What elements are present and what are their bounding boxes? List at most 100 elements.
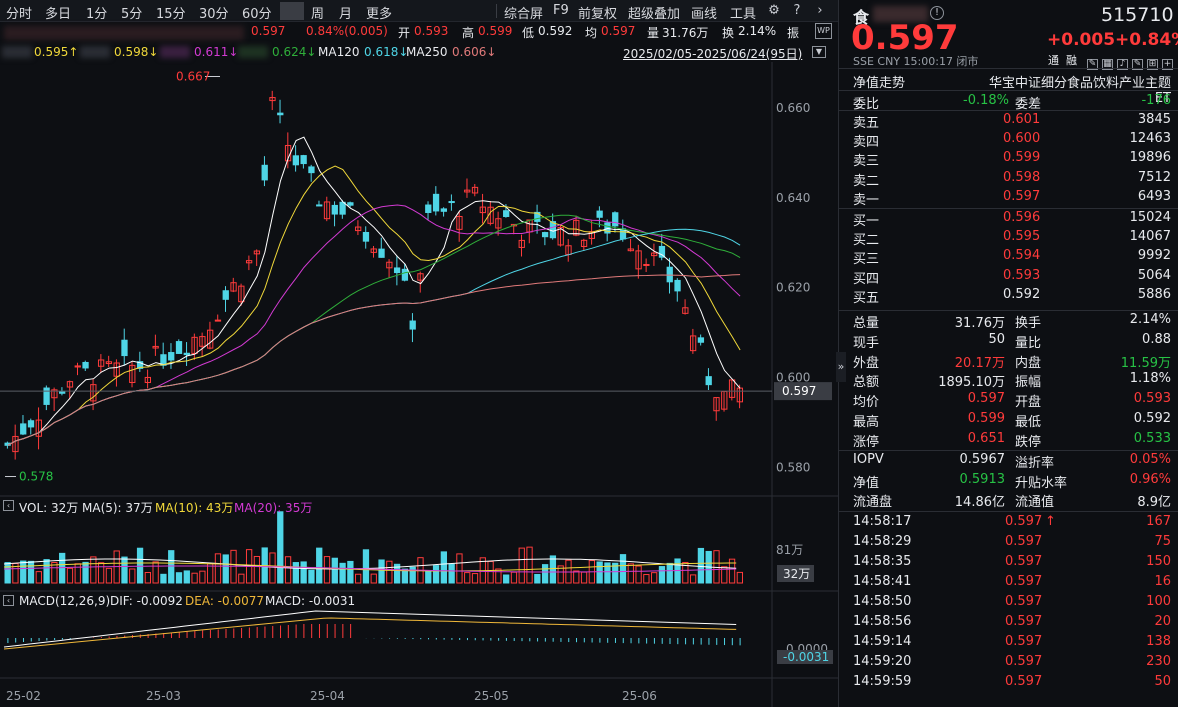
price-change: +0.005 [1047, 30, 1116, 50]
tab-15min[interactable]: 15分 [156, 7, 186, 22]
candle-body [386, 261, 393, 269]
collapse-icon[interactable]: ‹ [3, 500, 14, 511]
collapse-icon[interactable]: ‹ [3, 595, 14, 606]
volume-bar [518, 547, 525, 584]
tab-5min[interactable]: 5分 [121, 7, 143, 22]
up-arrow-icon: ↑ [1045, 514, 1056, 529]
last-price-tag: 0.597 [782, 384, 816, 398]
open-label: 开 [398, 26, 411, 40]
candle-body [121, 339, 128, 357]
btn-draw[interactable]: 画线 [691, 7, 718, 22]
candle-body [635, 250, 642, 270]
volume-bar [51, 562, 58, 584]
macd-dif-line [3, 610, 737, 648]
btn-tools[interactable]: 工具 [730, 7, 757, 22]
candle-body [487, 206, 494, 224]
volume-bar [721, 566, 728, 584]
info-icon[interactable]: ! [930, 6, 944, 20]
quote-low: 0.592 [538, 24, 573, 38]
chart-area[interactable]: 0.660 0.640 0.620 0.600 0.580 25-02 25-03 25-04… [0, 62, 838, 707]
ask-price: 0.597 [1003, 188, 1041, 204]
volume-bar [432, 565, 440, 584]
edit2-icon[interactable]: ✎ [1132, 59, 1143, 70]
gear-icon[interactable]: ⚙ [768, 3, 780, 18]
volume-bar [214, 553, 222, 584]
candle-body [105, 361, 113, 365]
vol-ma5-label: MA(5): 37万 [82, 501, 153, 515]
tab-1min[interactable]: 1分 [86, 7, 108, 22]
volume-bar [339, 562, 346, 584]
dropdown-arrow-icon[interactable]: ▼ [812, 46, 826, 58]
stat-value: 0.5913 [959, 471, 1006, 487]
ask-label: 卖五 [853, 116, 880, 131]
tick-volume: 75 [1154, 534, 1171, 549]
ma250-label: MA250 [406, 45, 448, 59]
candle-body [705, 376, 712, 386]
tab-month[interactable]: 月 [339, 7, 353, 22]
bid-label: 买五 [853, 290, 880, 306]
btn-f9[interactable]: F9 [553, 3, 569, 18]
volume-bar [425, 570, 432, 584]
candle-body [682, 307, 689, 314]
nav-tab[interactable]: 净值走势 [853, 76, 906, 91]
collapse-panel-icon[interactable]: » [836, 352, 846, 382]
tick-row: 14:58:29 0.597 75 [853, 533, 1171, 553]
edit3-icon[interactable]: ⊞ [1147, 59, 1158, 70]
stat-row: 最高 0.599 最低 0.592 [853, 410, 1171, 430]
candle-body [175, 341, 183, 354]
high-label: 高 [462, 26, 475, 40]
rong-badge: 融 [1066, 54, 1077, 67]
tick-time: 14:58:29 [853, 534, 912, 549]
tab-week[interactable]: 周 [311, 7, 325, 22]
help-icon[interactable]: ? [793, 3, 801, 18]
volume-bar [136, 547, 144, 584]
volume-bar [580, 571, 588, 584]
turnover-label: 换 [722, 26, 735, 40]
last-price: 0.597 [851, 18, 959, 58]
stat-label: 溢折率 [1015, 456, 1055, 471]
volume-bar [347, 560, 354, 584]
candle-body [222, 290, 229, 300]
ma60-value: 0.624↓ [272, 45, 317, 59]
volume-bar [619, 554, 627, 584]
blurred-label [2, 46, 32, 58]
tab-more[interactable]: 更多 [366, 7, 393, 22]
stat-label: IOPV [853, 452, 884, 467]
grid-icon[interactable]: ▦ [1102, 59, 1113, 70]
btn-adjust[interactable]: 前复权 [578, 7, 618, 22]
candle-body [113, 362, 120, 377]
stat-value: 50 [988, 331, 1005, 347]
tick-time: 14:58:17 [853, 514, 912, 529]
bid-row: 买二 0.595 14067 [853, 228, 1171, 248]
candle-body [596, 210, 603, 218]
btn-composite[interactable]: 综合屏 [504, 7, 544, 22]
volume-bar [90, 556, 97, 584]
volume-bar [277, 511, 284, 584]
candle-body [66, 381, 74, 388]
tab-day-selected[interactable] [280, 2, 304, 20]
tab-fenshi[interactable]: 分时 [6, 7, 33, 22]
date-range[interactable]: 2025/02/05-2025/06/24(95日) [623, 47, 803, 61]
candle-body [401, 268, 409, 281]
volume-bar [510, 571, 518, 584]
wp-icon[interactable]: WP [815, 23, 832, 39]
y-tick-label: 0.620 [776, 281, 810, 295]
chevron-right-icon[interactable]: › [817, 3, 823, 18]
tab-30min[interactable]: 30分 [199, 7, 229, 22]
candle-body [269, 97, 276, 102]
edit-icon[interactable]: ✎ [1087, 59, 1098, 70]
volume-bar [643, 574, 650, 584]
add-icon[interactable]: + [1162, 59, 1173, 70]
volume-bar [144, 571, 151, 584]
candle-body [355, 226, 362, 232]
bell-icon[interactable]: ♪ [1117, 55, 1128, 70]
blurred-name [873, 6, 928, 22]
candle-body [292, 155, 300, 166]
ask-price: 0.601 [1003, 112, 1041, 127]
tab-60min[interactable]: 60分 [242, 7, 272, 22]
kline-chart[interactable]: 0.660 0.640 0.620 0.600 0.580 25-02 25-03 25-04… [0, 62, 838, 707]
tick-volume: 230 [1146, 654, 1171, 669]
tab-multiday[interactable]: 多日 [45, 7, 72, 22]
btn-overlay[interactable]: 超级叠加 [628, 7, 681, 22]
candle-body [35, 419, 42, 437]
